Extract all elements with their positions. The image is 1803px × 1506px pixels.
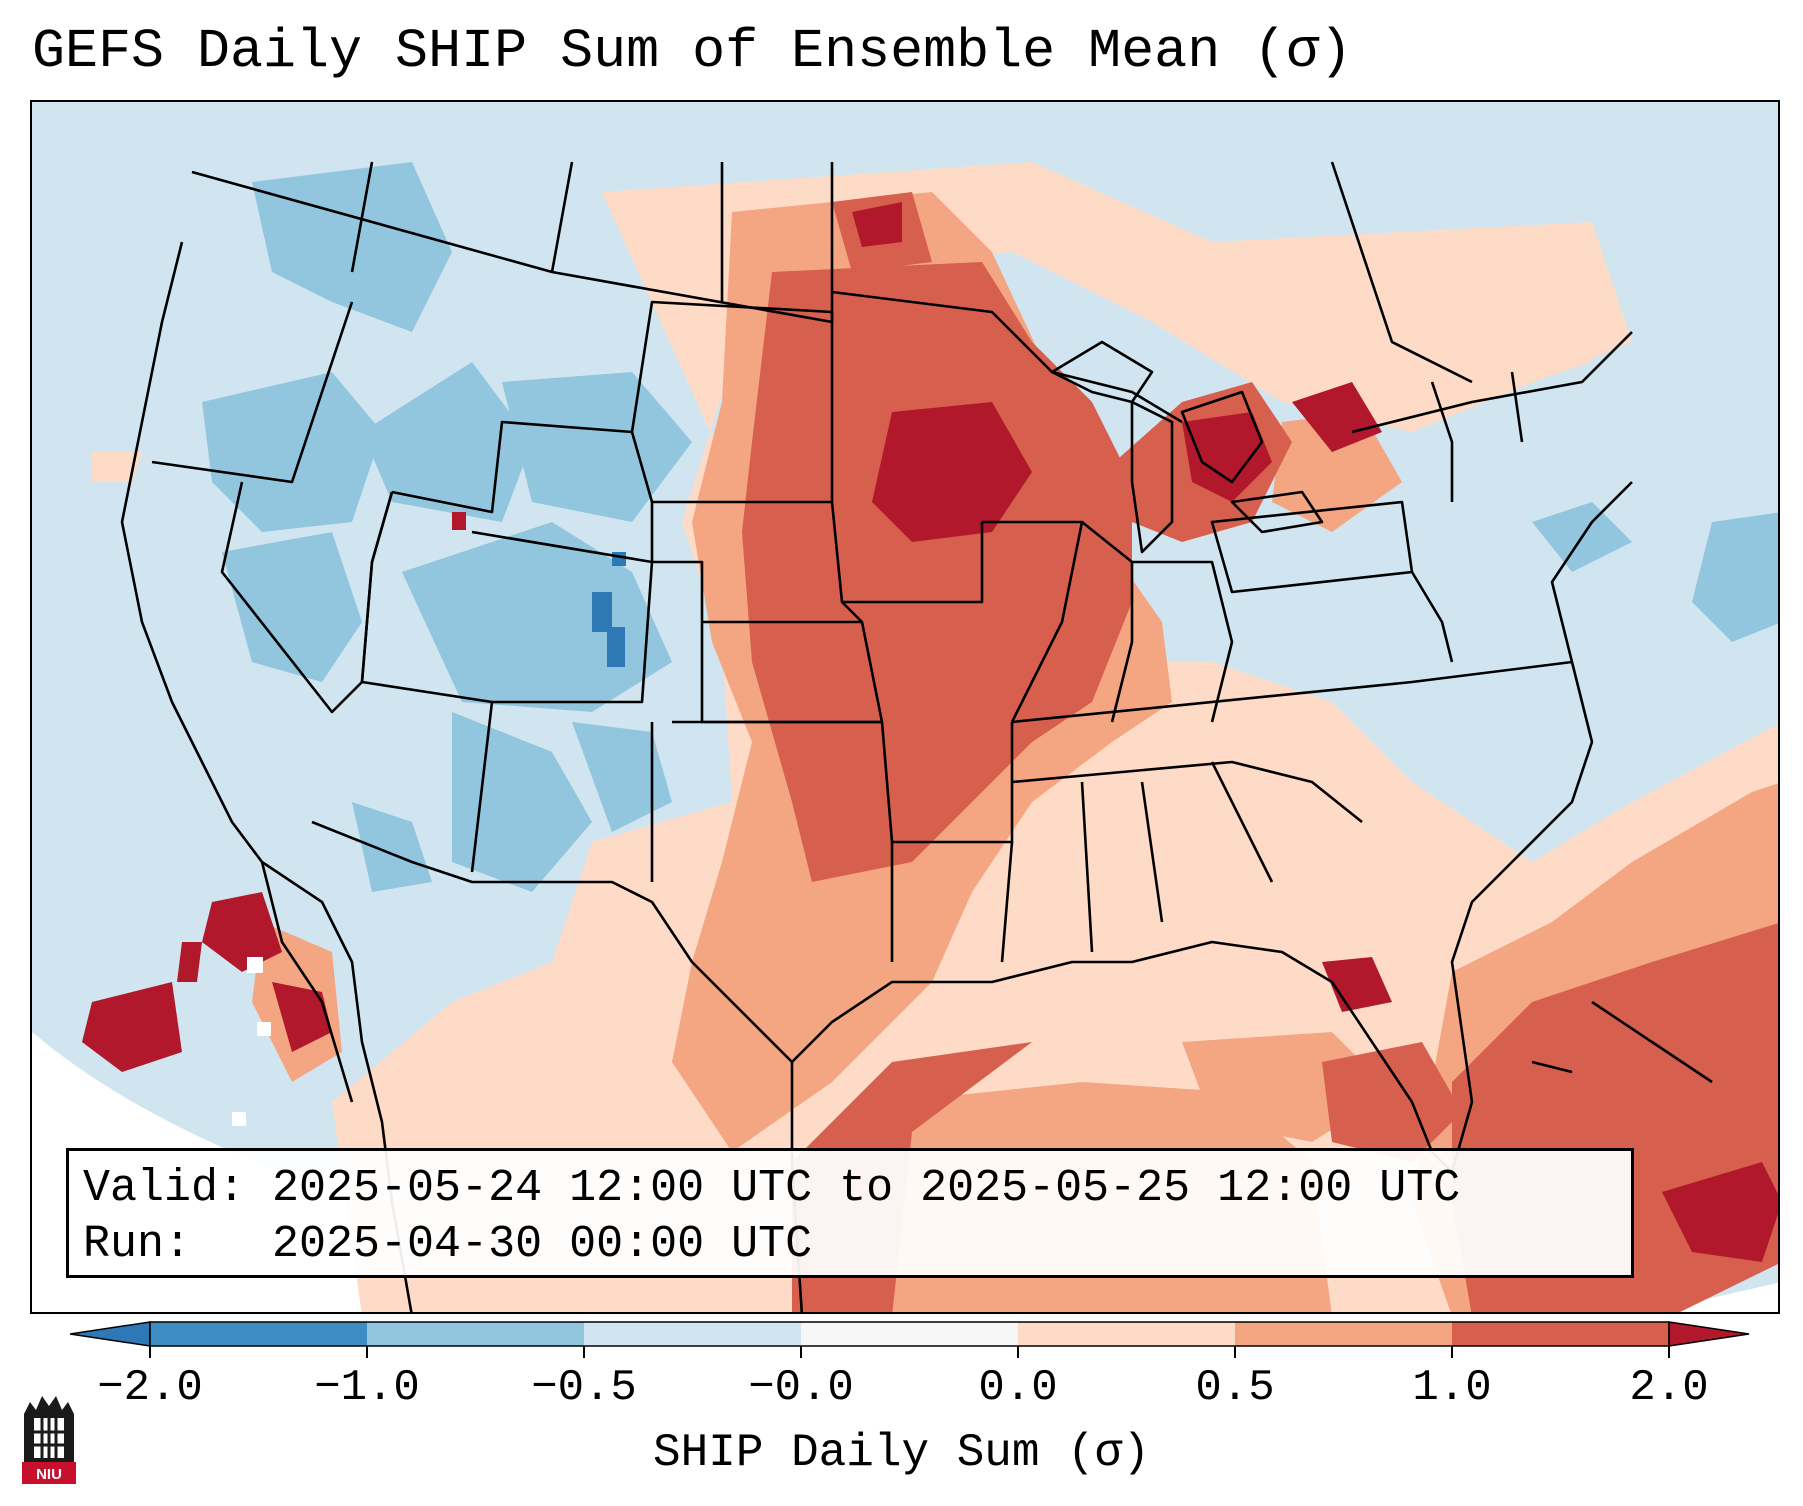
missing-data-spots	[62, 957, 271, 1126]
colorbar-title: SHIP Daily Sum (σ)	[653, 1427, 1150, 1479]
colorbar-tick-label: 1.0	[1412, 1363, 1492, 1413]
map-canvas	[32, 102, 1778, 1312]
negative-anomaly-areas	[202, 162, 1778, 892]
strong-negative-areas	[592, 552, 626, 667]
colorbar-bin	[1452, 1322, 1669, 1346]
colorbar-tick-label: 0.5	[1195, 1363, 1275, 1413]
colorbar-bin	[1018, 1322, 1235, 1346]
colorbar-bin	[150, 1322, 367, 1346]
map-panel	[30, 100, 1780, 1314]
colorbar-tick-label: −1.0	[314, 1363, 420, 1413]
colorbar	[70, 1321, 1750, 1358]
colorbar-tick-label: 2.0	[1629, 1363, 1709, 1413]
run-time-text: Run: 2025-04-30 00:00 UTC	[83, 1219, 813, 1270]
colorbar-bin	[584, 1322, 801, 1346]
colorbar-bin	[1235, 1322, 1452, 1346]
valid-run-info-box: Valid: 2025-05-24 12:00 UTC to 2025-05-2…	[66, 1148, 1634, 1278]
colorbar-bin	[367, 1322, 584, 1346]
colorbar-tick-label: −0.0	[748, 1363, 854, 1413]
colorbar-tick-label: −2.0	[97, 1363, 203, 1413]
colorbar-bin	[801, 1322, 1018, 1346]
extreme-positive-areas	[82, 202, 1778, 1262]
colorbar-tick-label: −0.5	[531, 1363, 637, 1413]
colorbar-extend-low	[70, 1321, 151, 1347]
colorbar-extend-high	[1668, 1321, 1750, 1347]
political-borders	[120, 161, 1713, 1312]
niu-logo: NIU	[22, 1396, 76, 1484]
chart-title: GEFS Daily SHIP Sum of Ensemble Mean (σ)	[32, 20, 1353, 83]
colorbar-tick-label: 0.0	[978, 1363, 1058, 1413]
valid-time-text: Valid: 2025-05-24 12:00 UTC to 2025-05-2…	[83, 1163, 1461, 1214]
svg-text:NIU: NIU	[36, 1466, 62, 1483]
colorbar-ticks	[149, 1346, 1670, 1358]
colorbar-outline	[149, 1321, 1670, 1347]
